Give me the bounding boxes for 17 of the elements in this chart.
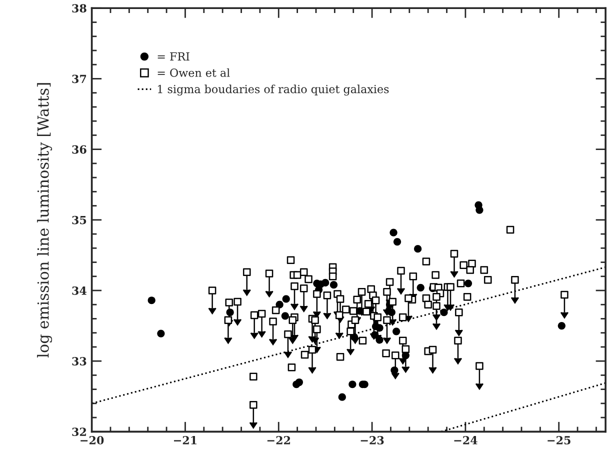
y-tick-label: 38 bbox=[72, 4, 86, 13]
y-tick-label: 36 bbox=[72, 145, 86, 154]
x-tick-label: −24 bbox=[454, 436, 478, 444]
y-tick-label: 32 bbox=[72, 428, 86, 436]
x-tick-label: −23 bbox=[360, 436, 384, 444]
legend-label: = Owen et al bbox=[158, 68, 230, 77]
legend-label: = FRI bbox=[158, 52, 190, 60]
y-tick-label: 34 bbox=[72, 286, 86, 295]
y-tick-label: 33 bbox=[72, 357, 86, 366]
x-tick-label: −25 bbox=[548, 436, 570, 444]
y-tick-label: 35 bbox=[72, 216, 86, 224]
x-tick-label: −20 bbox=[80, 436, 104, 444]
y-tick-label: 37 bbox=[72, 74, 86, 84]
x-tick-label: −21 bbox=[174, 436, 196, 444]
legend-label: 1 sigma boudaries of radio quiet galaxies bbox=[158, 84, 389, 96]
y-axis-title: log emission line luminosity [Watts] bbox=[37, 83, 52, 358]
x-tick-label: −22 bbox=[267, 436, 290, 444]
